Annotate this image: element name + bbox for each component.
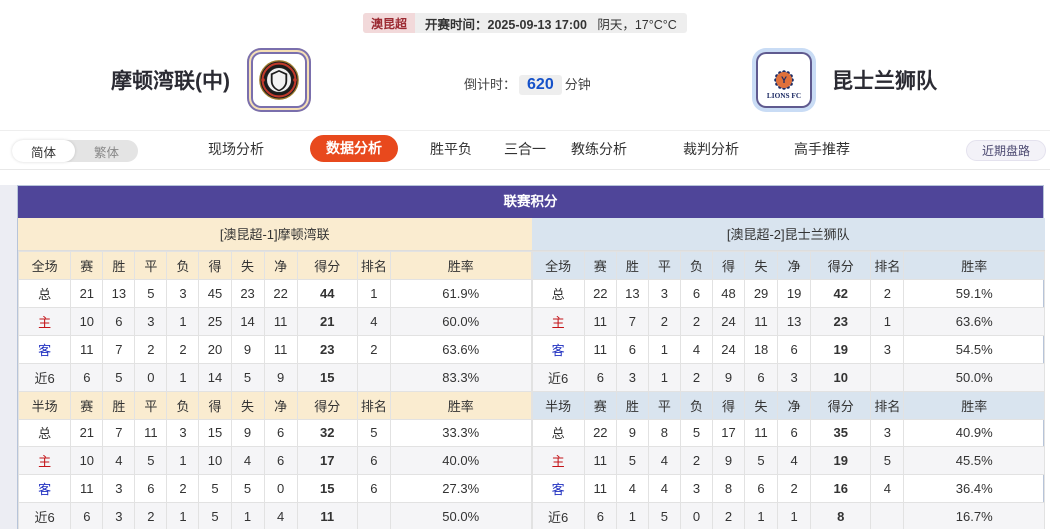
svg-text:Y: Y <box>781 75 787 85</box>
svg-text:LIONS FC: LIONS FC <box>767 91 801 100</box>
